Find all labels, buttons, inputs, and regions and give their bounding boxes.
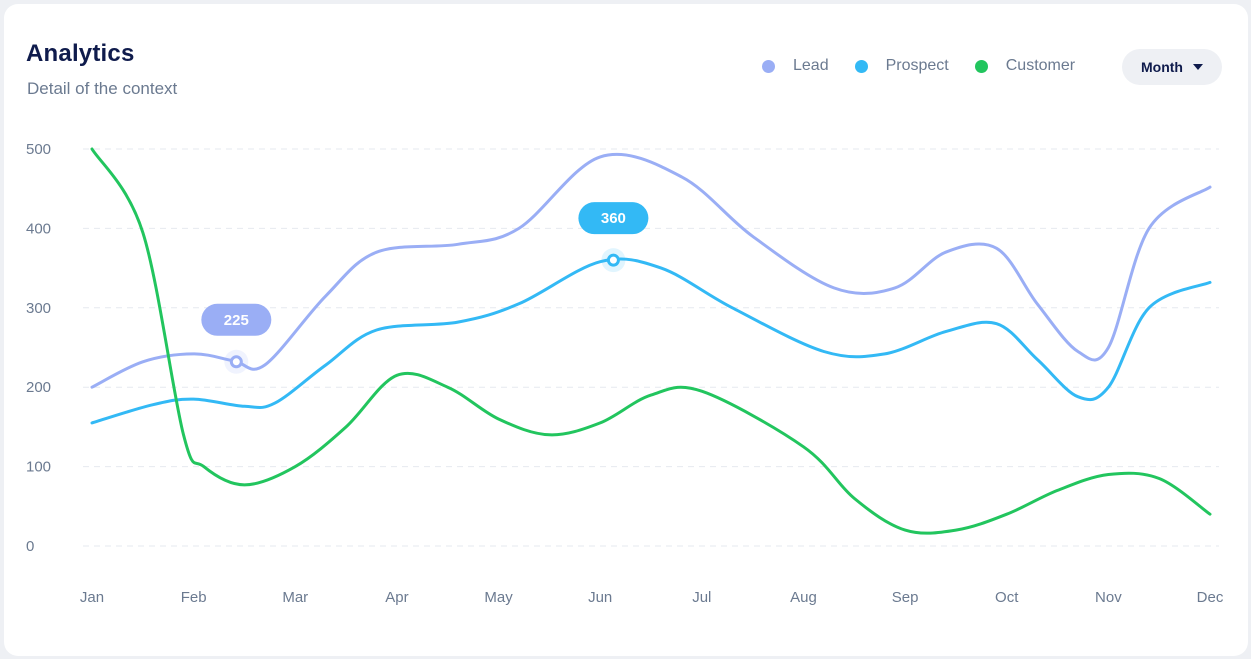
series-line-prospect [90,257,1212,425]
y-tick-label: 400 [26,220,51,237]
legend-dot-prospect [854,59,868,73]
x-tick-label: Apr [385,589,408,606]
tooltip-label-prospect: 360 [601,210,626,227]
marker-point-prospect [606,253,620,267]
month-dropdown-label: Month [1141,59,1183,75]
legend-label-customer: Customer [1005,57,1076,74]
y-tick-label: 100 [26,459,51,476]
x-tick-label: Dec [1197,589,1224,606]
legend-label-prospect: Prospect [885,57,949,74]
y-tick-label: 200 [26,379,51,396]
x-tick-label: Jan [80,589,104,606]
y-tick-label: 0 [26,538,34,555]
tooltip-label-lead: 225 [224,312,249,329]
legend-label-lead: Lead [793,57,829,74]
marker-point-lead [229,355,243,369]
x-tick-label: Jul [692,589,711,606]
y-tick-label: 300 [26,300,51,317]
x-tick-label: Nov [1095,589,1122,606]
series-line-lead [90,152,1212,389]
x-tick-label: Sep [892,589,919,606]
legend-dot-customer [974,59,988,73]
chart-title: Analytics [26,40,135,67]
x-tick-label: Oct [995,589,1019,606]
x-tick-label: Jun [588,589,612,606]
x-tick-label: Feb [181,589,207,606]
x-tick-label: Aug [790,589,817,606]
legend-dot-lead [762,59,775,73]
x-tick-label: May [484,589,513,606]
tooltip-bubble-prospect [578,202,649,235]
chart-subtitle: Detail of the context [27,79,178,98]
series-line-customer [90,147,1212,535]
y-tick-label: 500 [26,141,51,158]
tooltip-bubble-lead [201,303,272,336]
chart-legend: Lead Prospect Customer [762,57,1101,75]
legend-item-customer[interactable]: Customer [974,57,1076,75]
x-tick-label: Mar [282,589,308,606]
legend-item-prospect[interactable]: Prospect [854,57,949,75]
legend-item-lead[interactable]: Lead [762,57,829,75]
month-dropdown[interactable]: Month [1122,49,1222,85]
caret-down-icon [1192,64,1203,70]
